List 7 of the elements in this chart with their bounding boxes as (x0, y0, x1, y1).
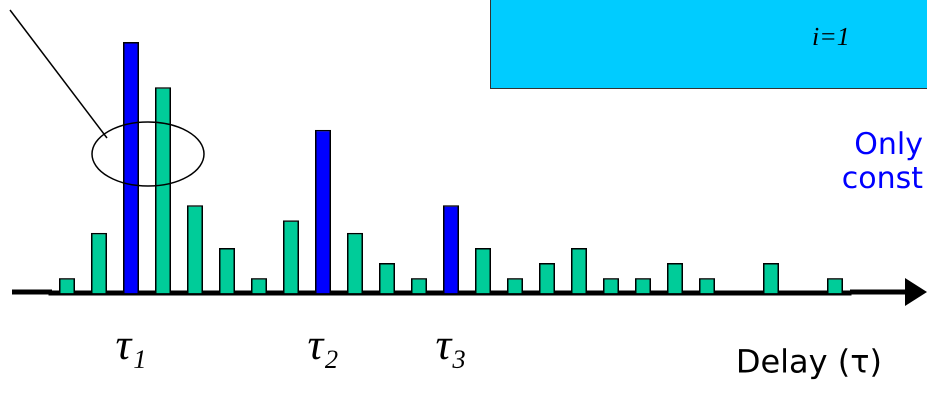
annotation: i=1 (812, 22, 850, 52)
x-axis-title: Delay (τ) (736, 342, 882, 380)
annotation: const (842, 161, 923, 196)
x-tick-label: τ₁ (115, 320, 147, 370)
text: Only (854, 127, 923, 162)
x-tick-label: τ₃ (435, 320, 467, 370)
x-tick-label: τ₂ (307, 320, 339, 370)
